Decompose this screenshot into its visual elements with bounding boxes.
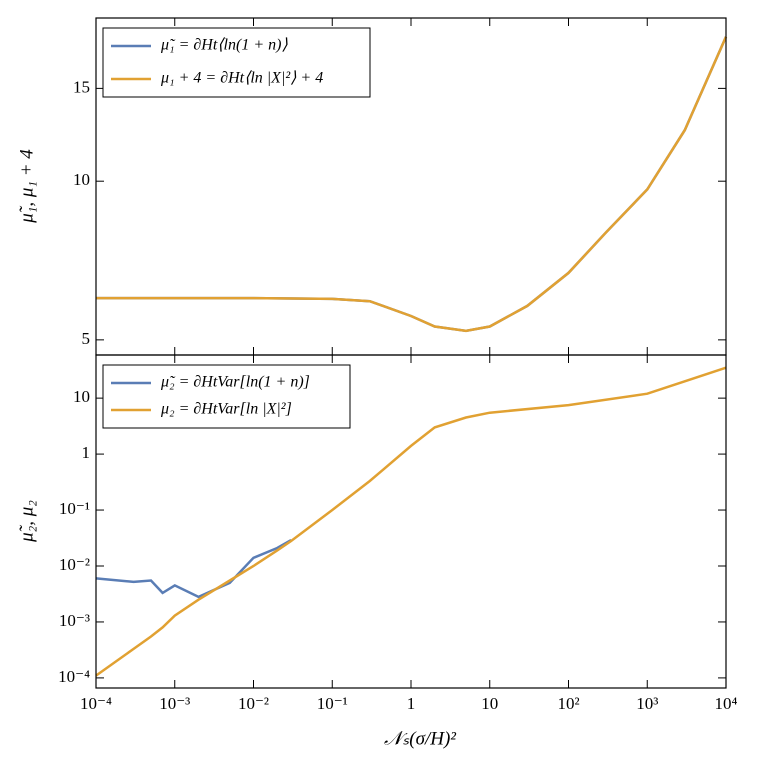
legend-label: μ₂ = ∂HtVar[ln |X|²] <box>160 401 292 418</box>
series-line <box>95 539 292 599</box>
y-tick-label: 5 <box>82 329 91 348</box>
y-tick-label: 10⁻⁴ <box>58 667 90 686</box>
x-tick-label: 10⁴ <box>715 694 738 713</box>
y-tick-label: 10⁻³ <box>59 611 90 630</box>
x-tick-label: 1 <box>407 694 416 713</box>
y-tick-label: 10⁻² <box>59 555 90 574</box>
x-tick-label: 10⁻² <box>238 694 269 713</box>
series-line <box>95 366 727 677</box>
y-tick-label: 15 <box>73 77 90 96</box>
series-line <box>96 36 728 333</box>
legend-label: μ̃₂ = ∂HtVar[ln(1 + n)] <box>160 374 310 391</box>
y-axis-label: μ̃₂, μ₂ <box>16 500 37 543</box>
x-tick-label: 10⁻³ <box>159 694 190 713</box>
x-tick-label: 10 <box>481 694 498 713</box>
y-tick-label: 10⁻¹ <box>59 499 90 518</box>
legend-label: μ̃₁ = ∂Ht⟨ln(1 + n)⟩ <box>160 37 288 54</box>
legend-label: μ₁ + 4 = ∂Ht⟨ln |X|²⟩ + 4 <box>160 70 323 87</box>
x-tick-label: 10² <box>557 694 579 713</box>
legend-box <box>102 364 351 429</box>
x-tick-label: 10⁻⁴ <box>80 694 112 713</box>
x-tick-label: 10³ <box>636 694 658 713</box>
y-tick-label: 1 <box>82 443 91 462</box>
y-axis-label: μ̃₁, μ₁ + 4 <box>16 149 37 224</box>
y-tick-label: 10 <box>73 387 90 406</box>
y-tick-label: 10 <box>73 170 90 189</box>
plot-frame <box>95 354 727 689</box>
x-axis-label: 𝒩ₛ(σ/H)² <box>384 728 456 749</box>
legend-box <box>102 27 371 98</box>
x-tick-label: 10⁻¹ <box>317 694 348 713</box>
